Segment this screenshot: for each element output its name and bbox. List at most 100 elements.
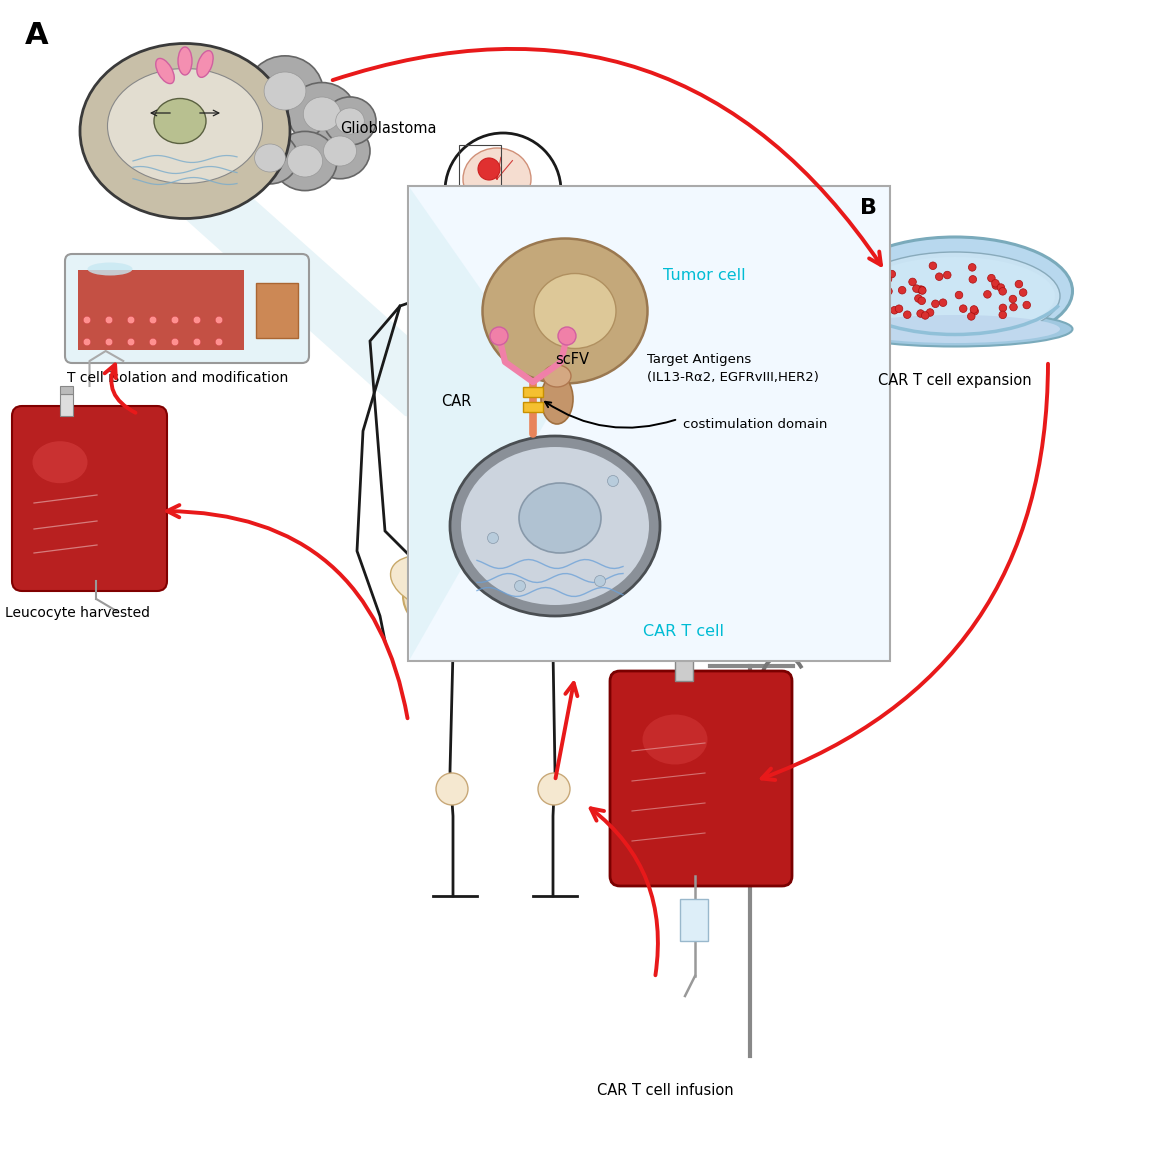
Circle shape — [410, 623, 446, 659]
Ellipse shape — [496, 535, 510, 547]
Ellipse shape — [543, 365, 571, 387]
Circle shape — [559, 623, 596, 659]
Ellipse shape — [79, 43, 290, 218]
Ellipse shape — [107, 69, 263, 183]
Circle shape — [193, 316, 201, 324]
Circle shape — [922, 311, 929, 319]
Circle shape — [83, 338, 91, 346]
Circle shape — [127, 338, 134, 346]
Circle shape — [1009, 295, 1016, 303]
Ellipse shape — [450, 436, 660, 616]
Circle shape — [955, 292, 962, 298]
Bar — [60, 394, 72, 416]
Circle shape — [999, 304, 1007, 311]
Bar — [78, 271, 244, 350]
Ellipse shape — [850, 252, 1061, 340]
Circle shape — [918, 286, 926, 294]
Ellipse shape — [496, 507, 510, 519]
Bar — [675, 656, 693, 681]
Circle shape — [193, 338, 201, 346]
Polygon shape — [410, 188, 558, 659]
Circle shape — [884, 288, 892, 295]
Circle shape — [150, 316, 157, 324]
Circle shape — [487, 533, 499, 543]
Text: Glioblastoma: Glioblastoma — [340, 121, 437, 136]
Circle shape — [918, 297, 925, 304]
Circle shape — [869, 280, 876, 287]
Ellipse shape — [155, 58, 174, 84]
Ellipse shape — [496, 451, 510, 463]
Ellipse shape — [288, 83, 356, 146]
Circle shape — [967, 312, 975, 321]
Text: T cell isolation and modification: T cell isolation and modification — [67, 371, 288, 385]
Ellipse shape — [482, 239, 647, 384]
Circle shape — [891, 307, 898, 314]
Circle shape — [150, 338, 157, 346]
Circle shape — [888, 271, 896, 278]
Circle shape — [971, 305, 978, 314]
Circle shape — [215, 316, 223, 324]
Circle shape — [884, 275, 892, 283]
Circle shape — [944, 272, 951, 279]
Circle shape — [968, 264, 976, 272]
Circle shape — [871, 297, 878, 304]
Ellipse shape — [837, 311, 1072, 346]
Circle shape — [105, 338, 113, 346]
Circle shape — [105, 316, 113, 324]
Ellipse shape — [287, 145, 322, 177]
Ellipse shape — [519, 483, 602, 553]
Circle shape — [992, 280, 999, 287]
Ellipse shape — [534, 274, 616, 349]
Ellipse shape — [264, 72, 306, 110]
FancyBboxPatch shape — [610, 670, 792, 886]
Text: CAR T cell expansion: CAR T cell expansion — [878, 373, 1031, 388]
Ellipse shape — [463, 148, 531, 210]
Circle shape — [939, 298, 947, 307]
Circle shape — [918, 287, 926, 294]
Circle shape — [983, 290, 992, 298]
Circle shape — [959, 304, 967, 312]
Ellipse shape — [390, 555, 480, 612]
Bar — [523, 402, 543, 412]
Circle shape — [969, 275, 976, 283]
Ellipse shape — [324, 136, 356, 166]
Circle shape — [997, 283, 1004, 292]
Bar — [60, 386, 72, 394]
Circle shape — [992, 282, 1000, 289]
Circle shape — [895, 305, 903, 312]
Text: Target Antigens
(IL13-Rα2, EGFRvIII,HER2): Target Antigens (IL13-Rα2, EGFRvIII,HER2… — [647, 353, 819, 384]
Ellipse shape — [496, 479, 510, 491]
Ellipse shape — [310, 124, 370, 178]
Ellipse shape — [242, 132, 298, 184]
Bar — [680, 899, 708, 941]
Circle shape — [917, 310, 924, 317]
Circle shape — [917, 286, 924, 294]
FancyBboxPatch shape — [408, 187, 890, 661]
Ellipse shape — [304, 97, 341, 131]
Circle shape — [491, 326, 508, 345]
Circle shape — [929, 262, 937, 269]
Circle shape — [971, 308, 979, 315]
Ellipse shape — [642, 715, 708, 765]
Bar — [256, 283, 298, 338]
Bar — [459, 145, 501, 187]
Text: A: A — [25, 21, 49, 50]
Text: CAR: CAR — [440, 394, 471, 409]
Circle shape — [926, 309, 934, 316]
Ellipse shape — [88, 262, 132, 275]
Ellipse shape — [403, 541, 603, 651]
Circle shape — [83, 316, 91, 324]
Ellipse shape — [324, 97, 376, 145]
Ellipse shape — [487, 624, 519, 652]
Circle shape — [127, 316, 134, 324]
Ellipse shape — [246, 56, 324, 126]
Ellipse shape — [154, 98, 206, 143]
Ellipse shape — [197, 50, 213, 77]
Ellipse shape — [335, 108, 364, 134]
Circle shape — [1023, 301, 1030, 309]
Circle shape — [1015, 280, 1023, 288]
Text: CAR T cell: CAR T cell — [644, 624, 724, 639]
Circle shape — [932, 300, 939, 308]
Circle shape — [595, 576, 605, 586]
Text: Tumor cell: Tumor cell — [663, 268, 745, 283]
